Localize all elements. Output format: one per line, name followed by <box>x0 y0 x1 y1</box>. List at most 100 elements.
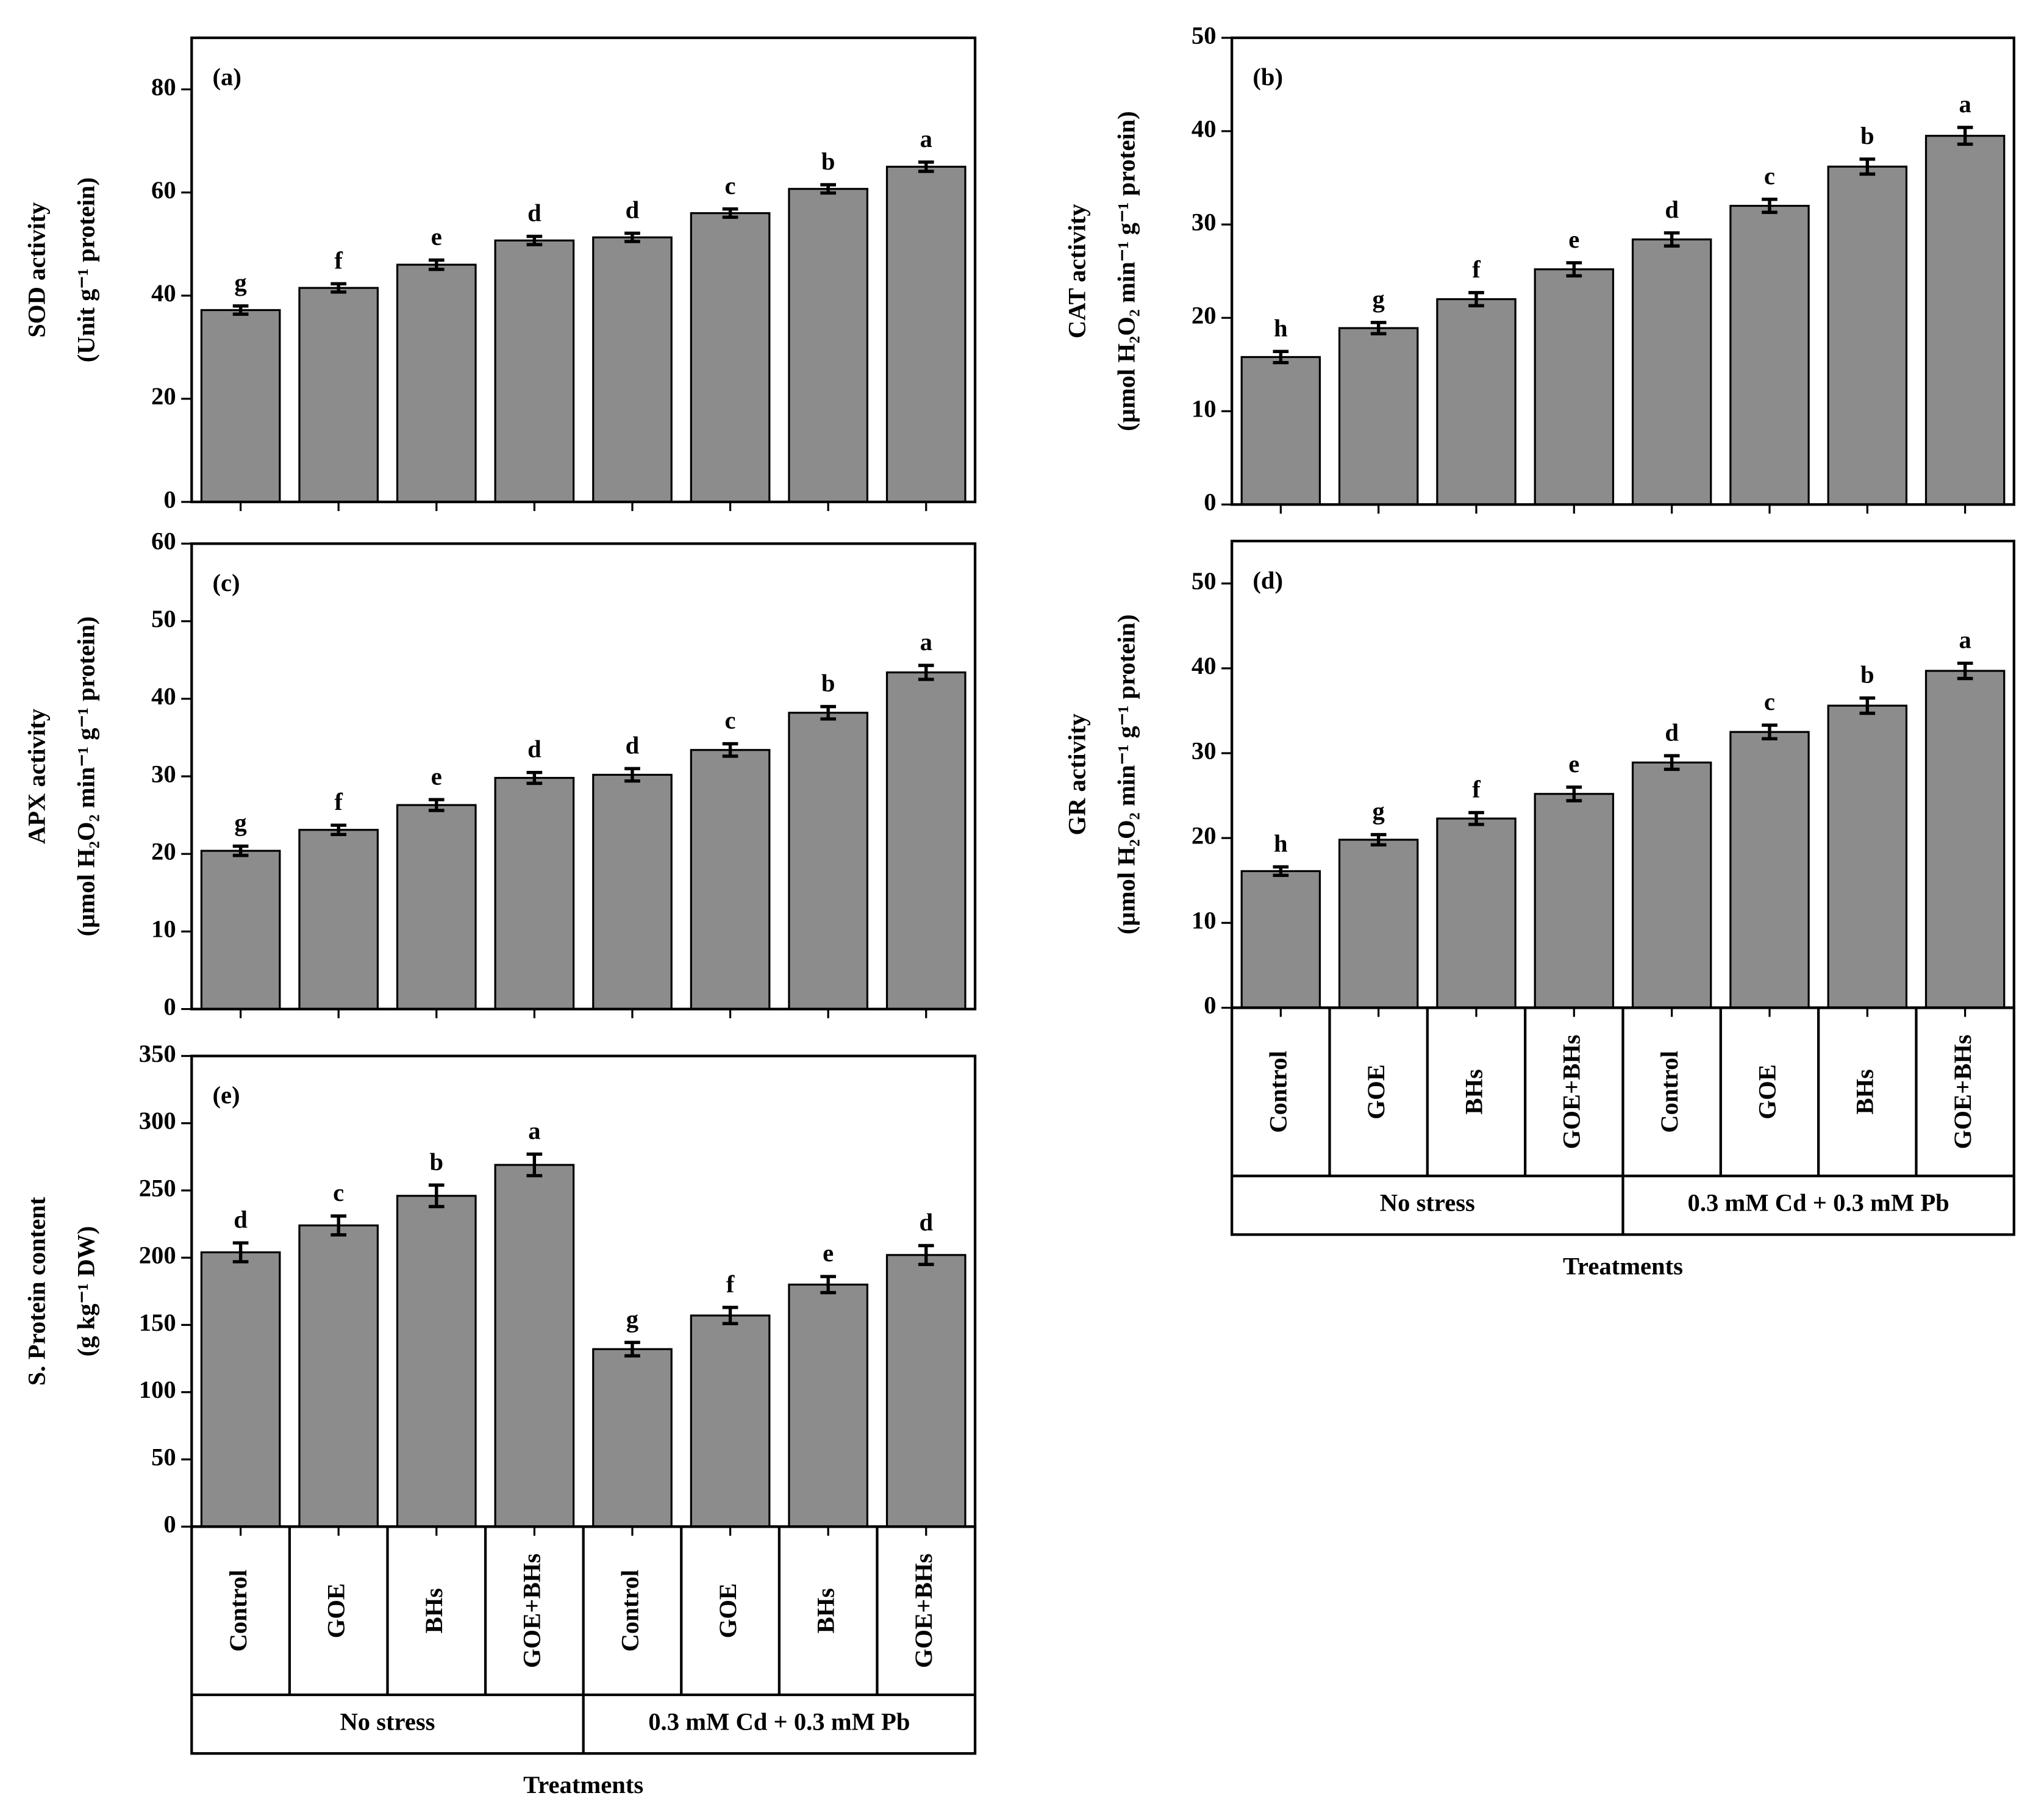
error-bar <box>1859 696 1876 715</box>
bar <box>200 850 281 1011</box>
bar <box>1729 731 1810 1009</box>
significance-letter: b <box>821 148 835 175</box>
significance-letter: d <box>1665 196 1679 223</box>
bar <box>885 165 967 503</box>
y-tick-label: 50 <box>1192 21 1217 49</box>
bar <box>1827 165 1908 506</box>
significance-letter: c <box>1764 688 1775 715</box>
bar <box>885 671 967 1011</box>
error-bar <box>1566 261 1582 277</box>
y-tick-label: 30 <box>151 760 176 787</box>
error-bar <box>428 1183 445 1209</box>
y-tick-label: 50 <box>151 1443 176 1470</box>
bar <box>690 749 771 1011</box>
y-axis-label: CAT activity <box>1063 204 1090 338</box>
bar <box>1924 135 2006 506</box>
category-label: Control <box>616 1570 643 1652</box>
error-bar <box>918 1244 934 1266</box>
error-bar <box>820 704 836 721</box>
error-bar <box>1762 198 1778 214</box>
y-axis-label: APX activity <box>23 709 50 844</box>
plot-frame <box>190 36 977 504</box>
error-bar <box>722 742 738 758</box>
y-tick-label: 10 <box>151 915 176 943</box>
error-bar <box>1957 661 1973 681</box>
y-axis-label: (Unit g⁻¹ protein) <box>73 177 100 363</box>
significance-letter: c <box>725 172 736 199</box>
bar <box>592 236 673 503</box>
bar <box>1534 268 1615 506</box>
error-bar <box>1663 754 1680 771</box>
significance-letter: b <box>821 670 835 697</box>
significance-letter: g <box>234 269 246 296</box>
bar <box>1827 704 1908 1009</box>
bar <box>200 1251 281 1528</box>
bar <box>1631 761 1712 1009</box>
y-tick-label: 40 <box>1192 115 1217 142</box>
bar <box>1436 298 1517 506</box>
significance-letter: a <box>1959 90 1971 118</box>
significance-letter: f <box>334 788 343 815</box>
y-axis-label: S. Protein content <box>23 1197 50 1386</box>
significance-letter: e <box>431 762 442 790</box>
bar <box>885 1254 967 1528</box>
error-bar <box>918 160 934 173</box>
significance-letter: a <box>1959 626 1971 654</box>
significance-letter: f <box>726 1270 735 1298</box>
bar <box>1240 356 1321 506</box>
y-tick-label: 10 <box>1192 395 1217 423</box>
category-label: GOE+BHs <box>910 1553 937 1668</box>
y-tick-label: 80 <box>151 73 176 101</box>
bar <box>788 188 868 503</box>
bar <box>298 829 379 1011</box>
bar <box>592 1348 673 1528</box>
category-label: BHs <box>1851 1069 1879 1114</box>
y-axis-label: (µmol H₂O₂ min⁻¹ g⁻¹ protein) <box>1113 111 1140 431</box>
y-tick-label: 150 <box>139 1309 176 1336</box>
x-axis-label: Treatments <box>523 1771 643 1798</box>
y-tick-label: 0 <box>163 993 176 1020</box>
y-tick-label: 20 <box>151 837 176 865</box>
significance-letter: d <box>234 1206 248 1233</box>
y-tick-label: 50 <box>151 605 176 632</box>
error-bar <box>624 767 640 783</box>
y-axis-label: SOD activity <box>23 202 50 337</box>
x-axis-label: Treatments <box>1563 1252 1683 1279</box>
bar <box>690 212 771 503</box>
error-bar <box>1468 811 1484 826</box>
bar <box>1338 327 1419 506</box>
significance-letter: e <box>823 1239 834 1267</box>
y-tick-label: 50 <box>1192 567 1217 595</box>
error-bar <box>624 1340 640 1358</box>
y-axis-label: (µmol H₂O₂ min⁻¹ g⁻¹ protein) <box>73 617 100 937</box>
y-tick-label: 20 <box>151 382 176 410</box>
error-bar <box>232 1241 249 1264</box>
y-tick-label: 300 <box>139 1107 176 1134</box>
bar <box>690 1314 771 1528</box>
error-bar <box>331 282 347 294</box>
error-bar <box>1370 832 1387 846</box>
error-bar <box>1273 865 1289 878</box>
bar <box>1534 793 1615 1009</box>
y-tick-label: 30 <box>1192 737 1217 764</box>
y-tick-label: 20 <box>1192 821 1217 849</box>
plot-frame <box>190 542 977 1011</box>
y-tick-label: 0 <box>163 1511 176 1538</box>
category-label: GOE <box>714 1583 741 1638</box>
error-bar <box>1859 157 1876 176</box>
error-bar <box>331 823 347 837</box>
y-tick-label: 30 <box>1192 208 1217 235</box>
significance-letter: f <box>334 246 343 274</box>
error-bar <box>428 258 445 271</box>
error-bar <box>428 798 445 812</box>
bar <box>592 773 673 1011</box>
panel-label: (d) <box>1252 567 1283 594</box>
bar <box>1436 817 1517 1009</box>
group-label: No stress <box>340 1708 435 1735</box>
category-label: GOE+BHs <box>1558 1034 1585 1149</box>
bar <box>396 263 477 503</box>
y-tick-label: 60 <box>151 528 176 555</box>
significance-letter: a <box>920 628 932 656</box>
bar <box>298 1224 379 1528</box>
category-label: BHs <box>1460 1069 1487 1114</box>
